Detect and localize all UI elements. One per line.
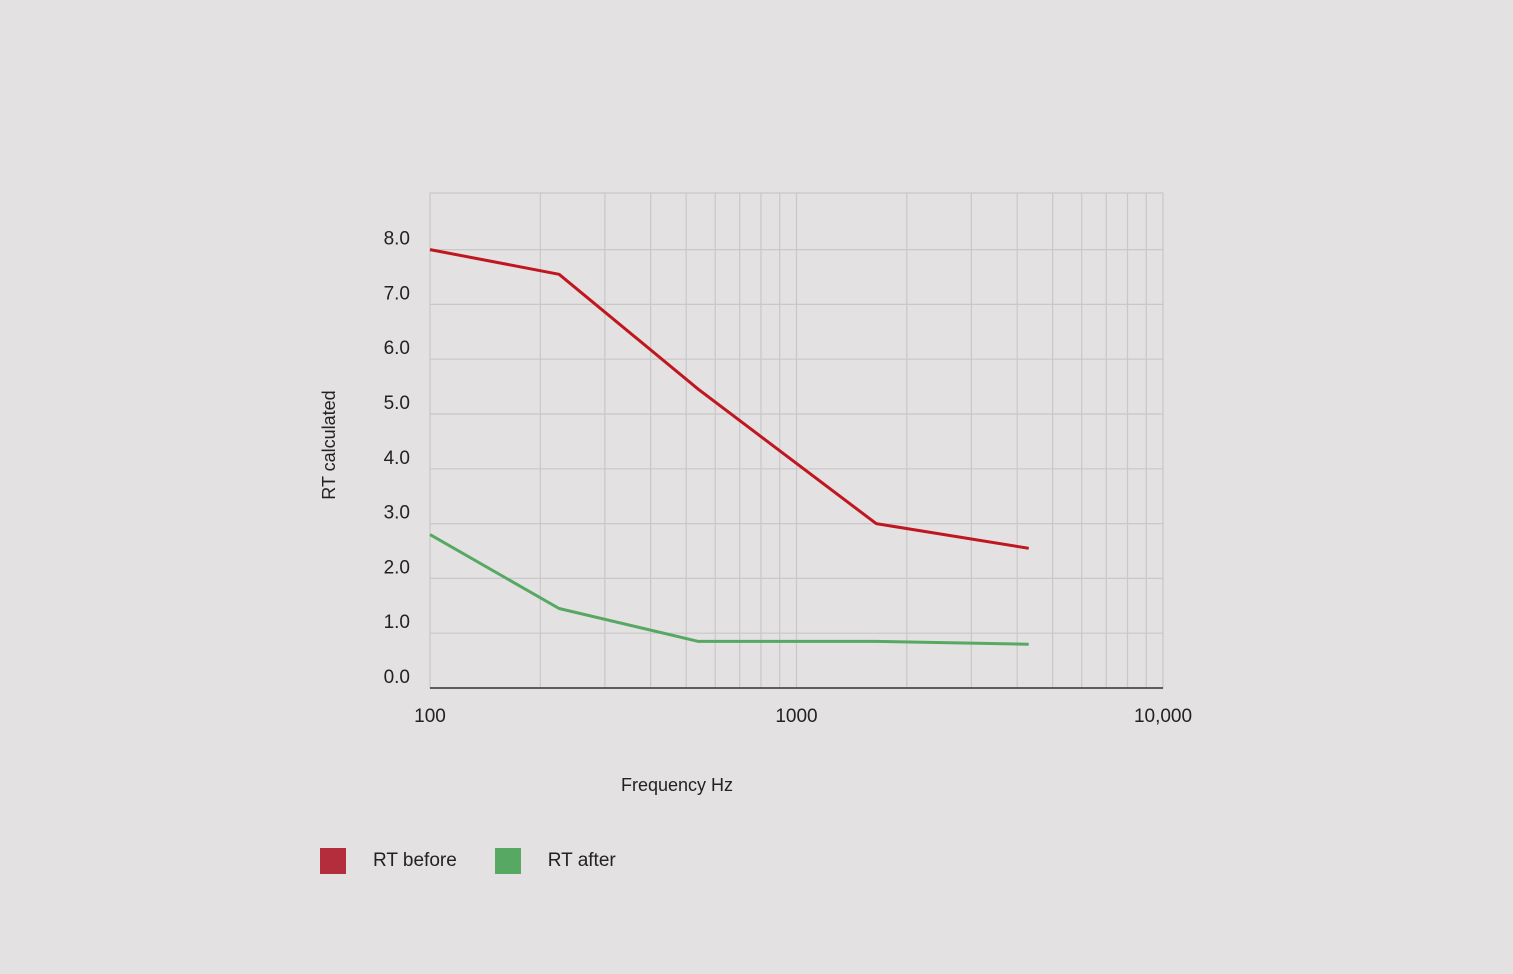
legend-label-rt-after: RT after	[547, 850, 616, 871]
x-tick-label: 100	[414, 706, 446, 727]
y-tick-label: 6.0	[384, 338, 410, 359]
legend-item-rt-after: RT after	[494, 848, 616, 874]
legend-swatch-rt-after	[494, 848, 521, 874]
legend: RT before RT after	[320, 848, 654, 874]
x-tick-label: 1000	[775, 706, 817, 727]
series-line-rt-after	[429, 533, 1029, 646]
legend-label-rt-before: RT before	[373, 850, 457, 871]
y-tick-label: 1.0	[384, 612, 410, 633]
x-axis-title: Frequency Hz	[621, 775, 733, 795]
y-tick-label: 2.0	[384, 557, 410, 578]
legend-swatch-rt-before	[320, 848, 346, 874]
grid	[429, 192, 1164, 689]
y-tick-label: 0.0	[384, 667, 410, 688]
legend-item-rt-before: RT before	[320, 848, 457, 874]
y-tick-label: 8.0	[384, 229, 410, 250]
y-tick-label: 4.0	[384, 448, 410, 469]
y-tick-label: 3.0	[384, 503, 410, 524]
series-lines	[429, 248, 1029, 646]
y-axis-title: RT calculated	[319, 390, 339, 499]
x-tick-label: 10,000	[1134, 706, 1192, 727]
y-tick-label: 5.0	[384, 393, 410, 414]
y-tick-label: 7.0	[384, 283, 410, 304]
y-tick-labels: 0.0 1.0 2.0 3.0 4.0 5.0 6.0 7.0 8.0	[384, 229, 410, 688]
x-tick-labels: 100 1000 10,000	[414, 706, 1192, 727]
series-line-rt-before	[429, 248, 1029, 550]
